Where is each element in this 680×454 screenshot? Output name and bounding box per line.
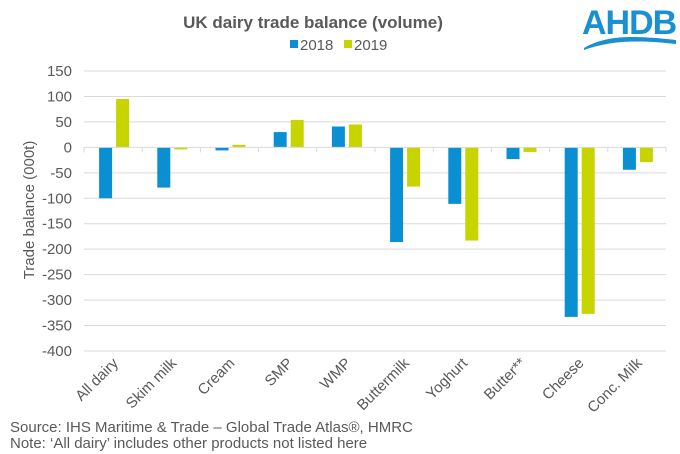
x-axis (83, 146, 667, 352)
legend-swatch-2018 (290, 40, 298, 48)
x-category-label: All dairy (72, 354, 122, 404)
y-tick-label: -400 (42, 343, 72, 360)
logo-text: AHDB (582, 4, 677, 42)
bar-2018-4 (331, 126, 345, 148)
bar-2019-0 (116, 99, 130, 148)
chart-title: UK dairy trade balance (volume) (183, 13, 443, 32)
bar-2018-3 (273, 132, 287, 148)
y-tick-label: 150 (47, 63, 72, 80)
x-category-label: Buttermilk (354, 354, 414, 414)
bar-2018-2 (215, 147, 229, 151)
all-dairy-note: Note: ‘All dairy’ includes other product… (10, 435, 368, 452)
bar-2018-8 (564, 147, 578, 317)
legend-label-2019: 2019 (354, 37, 387, 54)
bar-2018-5 (390, 147, 404, 243)
bar-2018-7 (506, 147, 520, 160)
y-tick-label: 0 (64, 139, 72, 156)
y-tick-label: 50 (55, 114, 72, 131)
y-tick-label: -50 (50, 165, 72, 182)
y-tick-label: -300 (42, 292, 72, 309)
bar-2018-0 (99, 147, 113, 199)
x-category-label: Cream (194, 355, 238, 399)
y-tick-label: 100 (47, 88, 72, 105)
x-category-label: Butter** (481, 355, 530, 404)
ahdb-logo: AHDB (582, 4, 678, 50)
bar-2019-8 (581, 147, 595, 314)
x-category-label: Conc. Milk (584, 354, 646, 416)
x-category-label: Skim milk (123, 354, 181, 412)
y-axis-label: Trade balance (000t) (21, 141, 38, 280)
bar-2019-4 (348, 124, 362, 148)
logo-wave-icon (584, 37, 676, 50)
bar-2019-3 (290, 119, 304, 148)
y-tick-label: -250 (42, 267, 72, 284)
legend-label-2018: 2018 (300, 37, 333, 54)
source-note: Source: IHS Maritime & Trade – Global Tr… (10, 419, 413, 436)
bar-2019-9 (639, 147, 653, 163)
bar-2018-6 (448, 147, 462, 204)
bar-2019-6 (465, 147, 479, 241)
legend: 2018 2019 (290, 37, 387, 54)
x-category-label: WMP (317, 355, 355, 393)
x-category-label: Yoghurt (423, 354, 472, 403)
y-tick-label: -350 (42, 318, 72, 335)
bar-2018-1 (157, 147, 171, 188)
gridlines (84, 70, 666, 352)
x-axis-labels: All dairy Skim milk Cream SMP WMP Buttermilk Y… (72, 354, 646, 416)
x-category-label: SMP (262, 355, 297, 390)
bar-2019-1 (174, 147, 188, 150)
bars (99, 99, 653, 317)
y-tick-label: -100 (42, 190, 72, 207)
y-tick-label: -150 (42, 216, 72, 233)
y-axis-ticks: 150 100 50 0 -50 -100 -150 -200 -250 -300 -350 -400 (42, 63, 72, 360)
bar-2019-7 (523, 147, 537, 152)
y-tick-label: -200 (42, 241, 72, 258)
bar-2019-5 (407, 147, 421, 187)
legend-swatch-2019 (344, 40, 352, 48)
bar-2019-2 (232, 144, 246, 148)
bar-2018-9 (622, 147, 636, 170)
x-category-label: Cheese (539, 355, 588, 404)
